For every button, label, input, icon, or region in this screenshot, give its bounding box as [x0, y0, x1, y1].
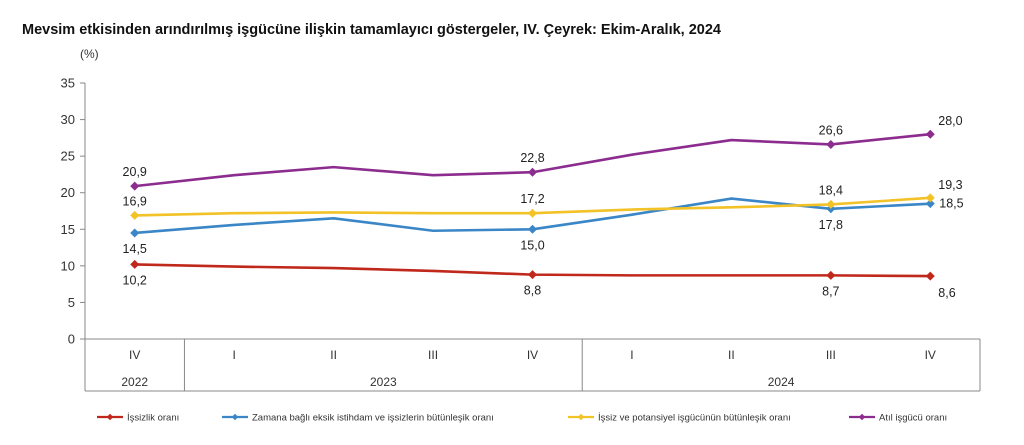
chart-title: Mevsim etkisinden arındırılmış işgücüne … — [22, 22, 721, 38]
legend-entry-1: İşsizlik oranı — [127, 413, 179, 424]
y-tick-label: 15 — [61, 222, 75, 237]
series-marker-1 — [130, 259, 140, 269]
series-marker-4 — [528, 167, 537, 177]
x-tick-label: I — [630, 348, 633, 362]
data-label: 8,8 — [524, 284, 541, 298]
legend-swatch-marker-1 — [106, 413, 114, 421]
series-marker-3 — [925, 193, 935, 203]
x-tick-label: IV — [925, 348, 936, 362]
y-tick-label: 30 — [61, 112, 75, 127]
legend-swatch-marker-4 — [858, 413, 866, 421]
y-axis-unit-label: (%) — [80, 47, 99, 61]
x-tick-label: III — [428, 348, 438, 362]
data-label: 28,0 — [938, 114, 962, 128]
data-label: 8,7 — [822, 284, 839, 298]
series-marker-2 — [528, 224, 537, 234]
series-marker-1 — [528, 270, 537, 280]
data-label: 18,4 — [819, 183, 843, 197]
data-label: 8,6 — [938, 286, 955, 300]
series-marker-4 — [130, 181, 140, 191]
data-label: 15,0 — [520, 238, 544, 252]
legend-entry-2: Zamana bağlı eksik istihdam ve işsizleri… — [252, 413, 494, 424]
year-group-label: 2022 — [121, 375, 148, 389]
x-tick-label: IV — [129, 348, 140, 362]
data-label: 26,6 — [819, 123, 843, 137]
legend-swatch-marker-3 — [577, 413, 585, 421]
legend-entry-4: Atıl işgücü oranı — [879, 413, 947, 424]
x-tick-label: I — [232, 348, 235, 362]
legend-entry-3: İşsiz ve potansiyel işgücünün bütünleşik… — [598, 413, 791, 424]
data-label: 17,2 — [520, 192, 544, 206]
y-tick-label: 10 — [61, 258, 75, 273]
data-label: 10,2 — [123, 273, 147, 287]
data-label: 17,8 — [819, 218, 843, 232]
data-label: 16,9 — [123, 194, 147, 208]
year-group-label: 2023 — [370, 375, 397, 389]
data-label: 14,5 — [123, 242, 147, 256]
series-marker-4 — [826, 139, 836, 149]
legend-swatch-marker-2 — [231, 413, 239, 421]
y-tick-label: 35 — [61, 76, 75, 91]
x-tick-label: II — [728, 348, 735, 362]
data-label: 22,8 — [520, 151, 544, 165]
x-tick-label: II — [330, 348, 337, 362]
x-tick-label: IV — [527, 348, 538, 362]
series-marker-2 — [130, 228, 140, 238]
series-marker-3 — [826, 199, 836, 209]
y-tick-label: 5 — [68, 295, 75, 310]
data-label: 19,3 — [938, 178, 962, 192]
y-tick-label: 20 — [61, 185, 75, 200]
series-marker-2 — [925, 199, 935, 209]
x-tick-label: III — [826, 348, 836, 362]
series-marker-4 — [925, 129, 935, 139]
y-tick-label: 0 — [68, 332, 75, 347]
year-group-label: 2024 — [768, 375, 795, 389]
data-label: 18,5 — [939, 197, 963, 211]
series-marker-1 — [826, 270, 836, 280]
y-tick-label: 25 — [61, 149, 75, 164]
data-label: 20,9 — [123, 165, 147, 179]
series-marker-1 — [925, 271, 935, 281]
series-marker-3 — [130, 210, 140, 220]
series-marker-3 — [528, 208, 537, 218]
